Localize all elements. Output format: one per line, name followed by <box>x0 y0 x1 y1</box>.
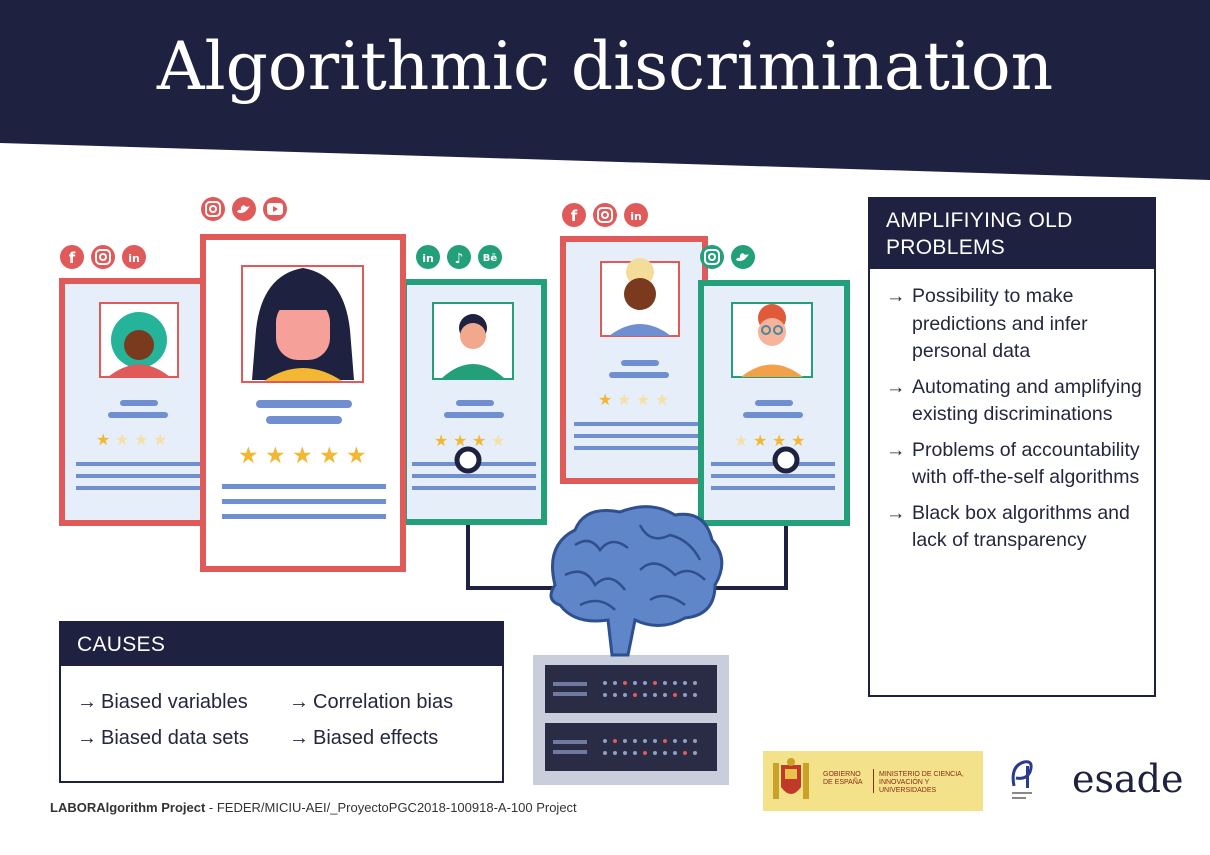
svg-text:♪: ♪ <box>455 251 464 267</box>
arrow-right-icon: → <box>289 727 309 749</box>
arrow-right-icon: → <box>289 691 309 713</box>
profile-card-4: ★ ★ ★ ★ <box>560 236 708 484</box>
svg-text:Bē: Bē <box>483 253 498 264</box>
arrow-right-icon: → <box>77 691 97 713</box>
svg-text:in: in <box>128 252 140 265</box>
instagram-icon <box>593 203 617 227</box>
list-item: → Problems of accountability with off-the… <box>886 438 1140 489</box>
causes-heading: CAUSES <box>61 623 502 666</box>
star-rating: ★ ★ ★ ★ <box>434 431 505 450</box>
svg-text:★: ★ <box>319 443 340 469</box>
social-icons-card-2 <box>201 197 287 221</box>
server-icon <box>533 655 729 785</box>
list-item: → Biased data sets <box>77 727 249 749</box>
ei-logo-icon <box>1011 760 1033 799</box>
svg-text:★: ★ <box>772 431 786 450</box>
social-icons-card-1: f in <box>60 245 146 269</box>
social-icons-card-4: f in <box>562 203 648 227</box>
arrow-right-icon: → <box>886 285 906 307</box>
star-rating: ★ ★ ★ ★ <box>734 431 805 450</box>
svg-text:★: ★ <box>153 430 167 449</box>
brain-icon <box>549 505 724 657</box>
amplifying-list: → Possibility to make predictions and inf… <box>870 269 1154 555</box>
svg-text:★: ★ <box>134 430 148 449</box>
footer-credit: LABORAlgorithm Project - FEDER/MICIU-AEI… <box>50 800 577 815</box>
page-title: Algorithmic discrimination <box>156 28 1054 105</box>
svg-text:★: ★ <box>734 431 748 450</box>
arrow-right-icon: → <box>886 375 906 398</box>
tiktok-icon <box>447 245 471 269</box>
coat-of-arms-icon <box>773 758 809 799</box>
svg-text:★: ★ <box>292 443 313 469</box>
linkedin-icon <box>624 203 648 227</box>
linkedin-icon <box>416 245 440 269</box>
social-icons-card-5 <box>700 245 755 269</box>
svg-text:★: ★ <box>434 431 448 450</box>
svg-text:★: ★ <box>617 390 631 409</box>
svg-text:★: ★ <box>238 443 259 469</box>
instagram-icon <box>700 245 724 269</box>
list-item: → Possibility to make predictions and inf… <box>886 285 1088 362</box>
profile-card-1: ★ ★ ★ ★ <box>59 278 217 526</box>
arrow-right-icon: → <box>886 438 906 461</box>
causes-panel: CAUSES → Biased variables → Correlation bi… <box>59 621 504 783</box>
list-item: → Black box algorithms and lack of transp… <box>886 501 1130 552</box>
instagram-icon <box>201 197 225 221</box>
linkedin-icon <box>122 245 146 269</box>
arrow-right-icon: → <box>886 501 906 524</box>
esade-logo: esade <box>1072 757 1184 801</box>
svg-text:f: f <box>571 207 578 225</box>
svg-text:f: f <box>69 249 76 267</box>
facebook-icon <box>562 203 586 227</box>
svg-text:★: ★ <box>453 431 467 450</box>
facebook-icon <box>60 245 84 269</box>
amplifying-heading: AMPLIFIYING OLD PROBLEMS <box>870 199 1154 269</box>
svg-text:★: ★ <box>265 443 286 469</box>
title-banner <box>0 0 1210 180</box>
svg-text:★: ★ <box>636 390 650 409</box>
amplifying-problems-panel: AMPLIFIYING OLD PROBLEMS → Possibility to… <box>868 197 1156 697</box>
svg-text:★: ★ <box>96 430 110 449</box>
list-item: → Biased effects <box>289 727 439 749</box>
illustration: ★ ★ ★ ★ ★ ★ ★ ★ <box>59 197 850 785</box>
list-item: → Correlation bias <box>289 691 454 713</box>
social-icons-card-3: in ♪ Bē <box>416 245 502 269</box>
list-item: → Automating and amplifying existing disc… <box>886 375 1142 426</box>
instagram-icon <box>91 245 115 269</box>
profile-card-3: ★ ★ ★ ★ <box>401 279 547 525</box>
star-rating: ★ ★ ★ ★ <box>598 390 669 409</box>
arrow-right-icon: → <box>77 727 97 749</box>
svg-text:in: in <box>630 210 642 223</box>
list-item: → Biased variables <box>77 691 248 713</box>
star-rating: ★ ★ ★ ★ <box>96 430 167 449</box>
behance-icon <box>478 245 502 269</box>
svg-text:in: in <box>422 252 434 265</box>
svg-text:★: ★ <box>753 431 767 450</box>
svg-text:★: ★ <box>115 430 129 449</box>
svg-text:★: ★ <box>598 390 612 409</box>
svg-text:★: ★ <box>655 390 669 409</box>
profile-card-2: ★ ★ ★ ★ ★ <box>200 234 406 572</box>
svg-text:★: ★ <box>346 443 367 469</box>
svg-text:★: ★ <box>791 431 805 450</box>
gobierno-logo: GOBIERNO DE ESPAÑA MINISTERIO DE CIENCIA… <box>763 751 983 811</box>
profile-card-5: ★ ★ ★ ★ <box>698 280 850 526</box>
svg-text:★: ★ <box>491 431 505 450</box>
svg-text:★: ★ <box>472 431 486 450</box>
star-rating: ★ ★ ★ ★ ★ <box>238 443 367 469</box>
